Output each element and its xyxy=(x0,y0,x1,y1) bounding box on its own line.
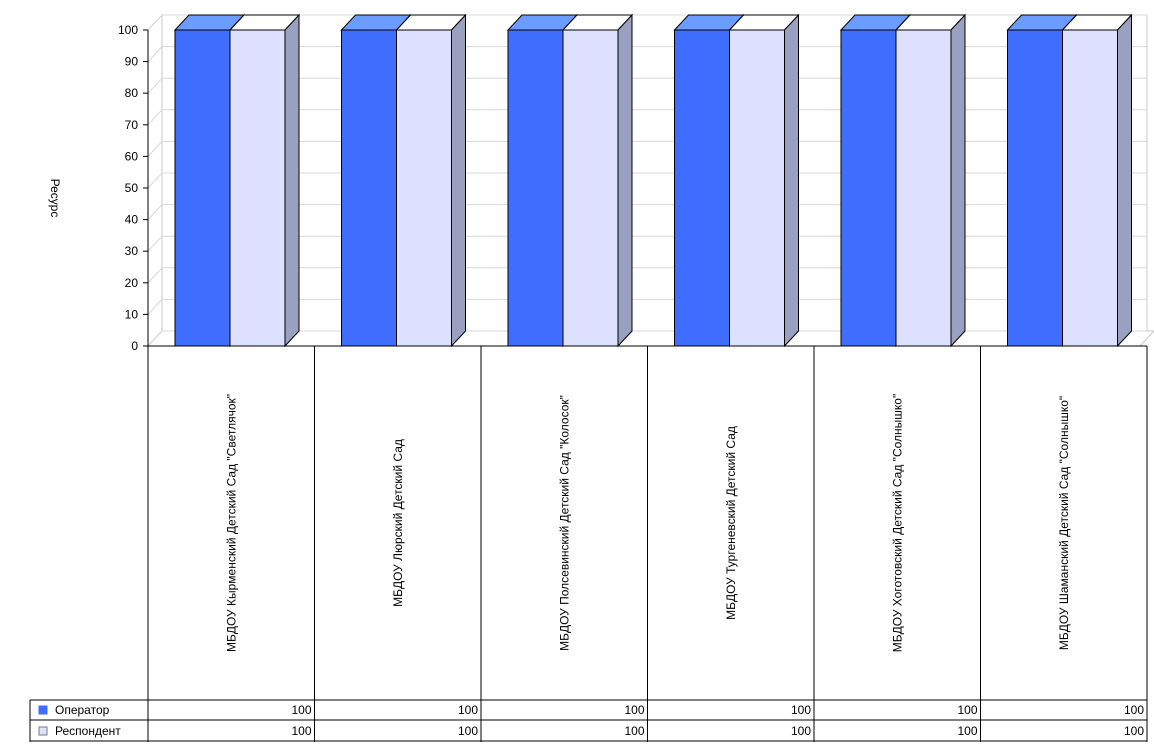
data-value-label: 100 xyxy=(791,703,811,717)
gridline xyxy=(147,235,1147,252)
bar xyxy=(341,29,397,347)
bar-side xyxy=(950,13,966,348)
gridline xyxy=(147,172,1147,189)
gridline xyxy=(147,204,1147,220)
y-axis-label: Ресурс xyxy=(48,179,62,218)
y-tick-label: 10 xyxy=(125,307,139,321)
bar xyxy=(396,29,452,347)
data-value-label: 100 xyxy=(458,724,478,738)
data-value-label: 100 xyxy=(957,703,977,717)
data-value-label: 100 xyxy=(291,703,311,717)
legend-swatch xyxy=(38,705,48,715)
y-tick-label: 100 xyxy=(118,23,138,37)
gridline xyxy=(147,267,1147,284)
y-tick-label: 30 xyxy=(125,244,139,258)
data-value-label: 100 xyxy=(458,703,478,717)
data-value-label: 100 xyxy=(1124,724,1144,738)
bar xyxy=(1007,29,1063,347)
bar xyxy=(507,29,564,347)
category-label: МБДОУ Полсевинский Детский Сад "Колосок" xyxy=(557,395,571,651)
bar xyxy=(229,29,286,347)
y-tick-label: 40 xyxy=(125,213,139,227)
gridline xyxy=(147,140,1147,157)
bar xyxy=(729,29,785,347)
bar xyxy=(895,29,952,347)
y-tick-label: 50 xyxy=(125,181,139,195)
y-tick-label: 20 xyxy=(125,276,139,290)
gridline xyxy=(147,14,1147,31)
bar xyxy=(1062,29,1118,347)
data-value-label: 100 xyxy=(791,724,811,738)
gridline xyxy=(147,77,1147,94)
y-tick-label: 90 xyxy=(125,55,139,69)
y-tick-label: 60 xyxy=(125,149,139,163)
gridline xyxy=(147,298,1147,315)
category-label: МБДОУ Тургеневский Детский Сад xyxy=(724,426,738,620)
y-tick-label: 80 xyxy=(125,86,139,100)
category-label: МБДОУ Шаманский Детский Сад "Солнышко" xyxy=(1057,396,1071,650)
data-value-label: 100 xyxy=(291,724,311,738)
bar xyxy=(174,29,231,347)
y-tick-label: 70 xyxy=(125,118,139,132)
data-value-label: 100 xyxy=(624,703,644,717)
bar-side xyxy=(617,13,633,348)
y-tick-label: 0 xyxy=(131,339,138,353)
bar xyxy=(674,29,730,347)
data-value-label: 100 xyxy=(624,724,644,738)
bar-side xyxy=(284,13,300,348)
legend-label: Оператор xyxy=(55,703,110,717)
chart-floor xyxy=(146,330,1154,347)
bar-side xyxy=(451,13,466,348)
legend-label: Респондент xyxy=(55,724,121,738)
gridline xyxy=(147,46,1147,62)
data-value-label: 100 xyxy=(1124,703,1144,717)
bar xyxy=(840,29,897,347)
bar-side xyxy=(784,13,799,348)
bar xyxy=(562,29,619,347)
bar-side xyxy=(1117,13,1132,348)
category-label: МБДОУ Кырменский Детский Сад "Светлячок" xyxy=(224,394,238,652)
gridline xyxy=(147,330,1147,347)
legend-swatch xyxy=(38,726,48,736)
category-label: МБДОУ Хоготовский Детский Сад "Солнышко" xyxy=(890,394,904,652)
category-label: МБДОУ Люрский Детский Сад xyxy=(391,439,405,607)
gridline xyxy=(147,109,1147,126)
data-value-label: 100 xyxy=(957,724,977,738)
